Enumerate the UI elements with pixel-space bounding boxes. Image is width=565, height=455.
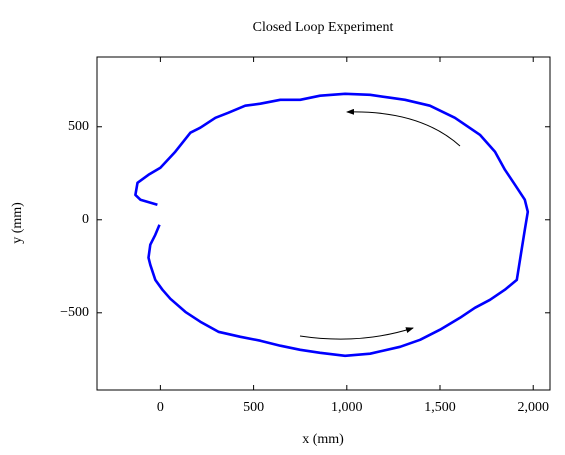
- y-tick-label: 500: [68, 119, 89, 134]
- direction-arrow: [346, 108, 461, 147]
- direction-arrow: [299, 327, 414, 340]
- x-tick-label: 500: [243, 400, 264, 415]
- x-tick-label: 0: [157, 400, 164, 415]
- x-axis-label: x (mm): [302, 432, 344, 447]
- y-axis-label: y (mm): [10, 202, 25, 244]
- plot-frame: [96, 56, 551, 391]
- x-tick-label: 1,500: [424, 400, 456, 415]
- x-tick-label: 1,000: [331, 400, 363, 415]
- y-tick-label: −500: [60, 305, 89, 320]
- x-tick-label: 2,000: [517, 400, 549, 415]
- trajectory-line: [134, 92, 530, 358]
- y-tick-label: 0: [82, 212, 89, 227]
- chart-title: Closed Loop Experiment: [253, 20, 394, 35]
